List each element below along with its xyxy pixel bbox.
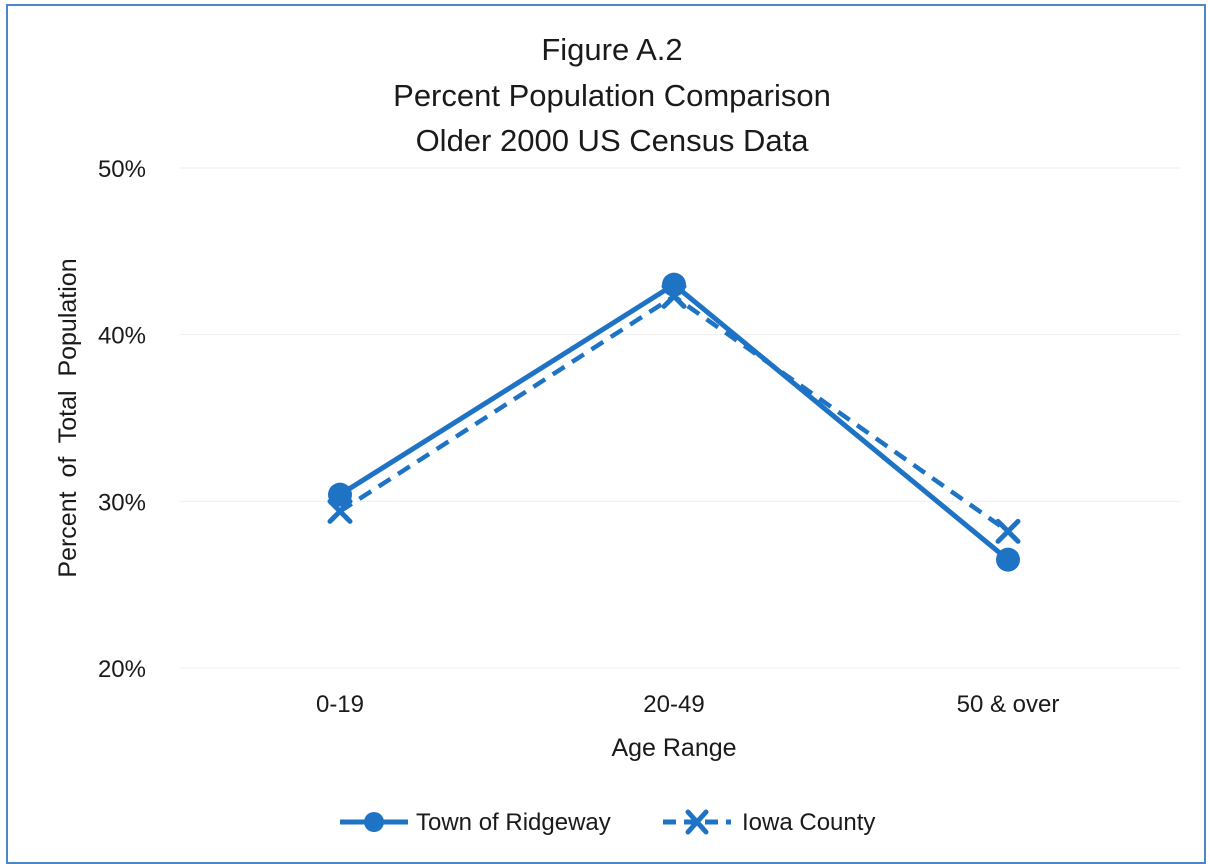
x-axis-ticks: 0-19 20-49 50 & over — [316, 691, 1059, 718]
y-axis-title: Percent of Total Population — [54, 258, 82, 577]
series-layer — [327, 272, 1021, 572]
x-axis-title: Age Range — [611, 734, 736, 762]
series-line — [338, 282, 1010, 562]
x-tick-label: 0-19 — [316, 691, 364, 718]
legend-marker-x-icon — [685, 809, 709, 835]
data-point-x — [995, 518, 1021, 544]
legend-label-town-of-ridgeway: Town of Ridgeway — [416, 809, 611, 836]
y-tick-label: 40% — [98, 323, 146, 350]
gridlines — [180, 167, 1180, 669]
legend-marker-circle-icon — [364, 812, 384, 832]
data-point-circle — [328, 482, 352, 507]
series-line — [338, 294, 1010, 534]
y-tick-label: 50% — [98, 156, 146, 183]
legend-label-iowa-county: Iowa County — [742, 809, 875, 836]
y-tick-label: 20% — [98, 656, 146, 683]
data-point-circle — [662, 272, 686, 297]
legend-item-town-of-ridgeway: Town of Ridgeway — [340, 809, 611, 836]
series-iowa-county — [327, 283, 1021, 544]
legend-item-iowa-county: Iowa County — [663, 809, 875, 836]
chart-title: Figure A.2 Percent Population Comparison… — [393, 32, 831, 158]
series-town-of-ridgeway — [328, 272, 1020, 572]
chart-title-line-1: Figure A.2 — [541, 32, 682, 67]
chart-title-line-2: Percent Population Comparison — [393, 78, 831, 113]
chart-title-line-3: Older 2000 US Census Data — [416, 123, 810, 158]
data-point-circle — [996, 547, 1020, 572]
x-tick-label: 50 & over — [957, 691, 1060, 718]
x-tick-label: 20-49 — [643, 691, 704, 718]
y-tick-label: 30% — [98, 489, 146, 516]
data-point-x — [327, 498, 353, 524]
y-axis-ticks: 20% 30% 40% 50% — [98, 156, 146, 683]
legend: Town of Ridgeway Iowa County — [340, 809, 875, 836]
